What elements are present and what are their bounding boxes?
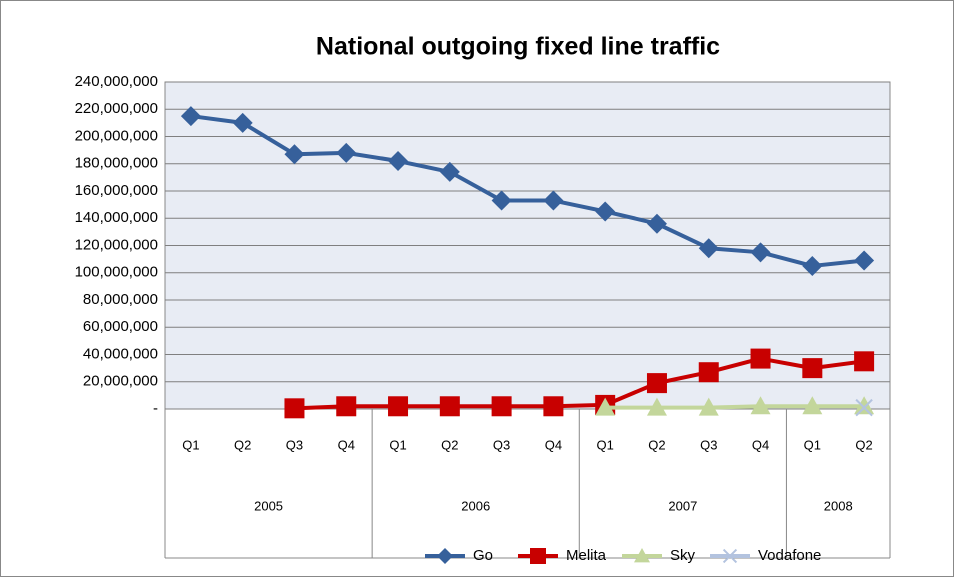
legend-label: Sky: [670, 547, 696, 564]
x-tick-label: Q3: [286, 437, 303, 452]
data-point: [439, 161, 460, 182]
x-group-label: 2007: [668, 498, 697, 513]
x-tick-label: Q3: [700, 437, 717, 452]
data-point: [543, 190, 564, 211]
data-point: [646, 373, 667, 394]
x-tick-label: Q1: [389, 437, 406, 452]
data-point: [388, 396, 409, 417]
data-point: [543, 396, 564, 417]
y-tick-label: 180,000,000: [75, 155, 158, 172]
data-point: [802, 396, 823, 415]
data-point: [750, 348, 771, 369]
y-tick-label: 80,000,000: [83, 291, 158, 308]
y-tick-label: 20,000,000: [83, 373, 158, 390]
data-point: [232, 112, 253, 133]
data-point: [802, 358, 823, 379]
data-point: [595, 201, 616, 222]
chart-title: National outgoing fixed line traffic: [316, 33, 720, 61]
data-point: [284, 144, 305, 165]
data-point: [855, 398, 873, 417]
x-tick-label: Q4: [338, 437, 355, 452]
legend-marker: [722, 548, 738, 564]
x-tick-label: Q2: [234, 437, 251, 452]
data-point: [388, 151, 409, 172]
y-tick-label: 120,000,000: [75, 236, 158, 253]
x-tick-label: Q1: [597, 437, 614, 452]
legend-marker: [530, 548, 546, 564]
x-tick-label: Q4: [752, 437, 769, 452]
data-point: [491, 396, 512, 417]
x-tick-label: Q1: [804, 437, 821, 452]
data-point: [854, 351, 875, 372]
x-tick-label: Q2: [855, 437, 872, 452]
series-line: [605, 404, 865, 410]
x-tick-label: Q2: [648, 437, 665, 452]
y-tick-label: 100,000,000: [75, 264, 158, 281]
data-point: [802, 255, 823, 276]
y-tick-label: 60,000,000: [83, 318, 158, 335]
data-point: [439, 396, 460, 417]
data-point: [698, 362, 719, 383]
legend-marker: [634, 548, 650, 563]
y-tick-label: 140,000,000: [75, 209, 158, 226]
legend-label: Vodafone: [758, 547, 821, 564]
data-point: [854, 250, 875, 271]
data-point: [854, 396, 875, 415]
y-tick-label: 40,000,000: [83, 345, 158, 362]
y-tick-label: 240,000,000: [75, 73, 158, 90]
data-point: [750, 396, 771, 415]
data-point: [336, 396, 357, 417]
legend-marker: [437, 548, 453, 564]
x-tick-label: Q1: [182, 437, 199, 452]
y-tick-label: 160,000,000: [75, 182, 158, 199]
data-point: [698, 397, 719, 416]
data-point: [646, 213, 667, 234]
legend-label: Go: [473, 547, 493, 564]
data-point: [646, 397, 667, 416]
x-tick-label: Q2: [441, 437, 458, 452]
y-tick-label: 220,000,000: [75, 100, 158, 117]
x-group-label: 2005: [254, 498, 283, 513]
y-tick-label: 200,000,000: [75, 127, 158, 144]
x-group-label: 2008: [824, 498, 853, 513]
y-tick-label: -: [153, 400, 158, 417]
x-tick-label: Q3: [493, 437, 510, 452]
x-tick-label: Q4: [545, 437, 562, 452]
data-point: [284, 398, 305, 419]
data-point: [336, 142, 357, 163]
data-point: [698, 238, 719, 259]
data-point: [180, 106, 201, 127]
legend-label: Melita: [566, 547, 607, 564]
data-point: [491, 190, 512, 211]
data-point: [595, 397, 616, 416]
data-point: [750, 242, 771, 263]
x-group-label: 2006: [461, 498, 490, 513]
